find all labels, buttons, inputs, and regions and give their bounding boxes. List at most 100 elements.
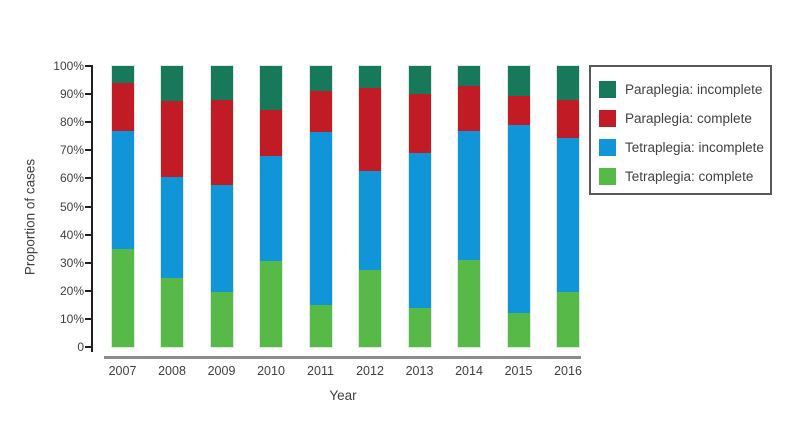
- bar-segment: [161, 278, 183, 347]
- bar-2010: [260, 66, 282, 347]
- bar-segment: [260, 155, 282, 262]
- bar-segment: [408, 66, 431, 95]
- y-tick-mark: [85, 93, 91, 96]
- bar-segment: [408, 307, 431, 347]
- y-tick-mark: [85, 205, 91, 208]
- bar-segment: [507, 66, 530, 96]
- y-axis-title: Proportion of cases: [22, 158, 38, 276]
- bar-segment: [210, 66, 233, 100]
- bar-segment: [309, 132, 332, 305]
- x-tick-label: 2013: [405, 364, 434, 378]
- x-axis-title: Year: [329, 388, 357, 403]
- bar-segment: [309, 304, 332, 347]
- bar-segment: [111, 248, 134, 347]
- bar-segment: [111, 82, 134, 131]
- legend-label: Paraplegia: incomplete: [625, 82, 763, 97]
- x-tick-label: 2007: [108, 364, 137, 378]
- bar-segment: [458, 259, 480, 347]
- legend-swatch: [599, 110, 616, 127]
- y-tick-label: 90%: [59, 87, 84, 102]
- y-tick-mark: [85, 121, 91, 124]
- bar-segment: [458, 130, 480, 260]
- y-tick-label: 10%: [59, 311, 84, 326]
- y-tick-mark: [85, 65, 91, 67]
- y-tick-mark: [85, 177, 91, 180]
- x-tick-label: 2012: [356, 364, 384, 378]
- x-tick-label: 2009: [207, 364, 236, 378]
- bar-segment: [260, 66, 282, 110]
- x-tick-label: 2014: [455, 364, 483, 378]
- bar-segment: [507, 95, 530, 125]
- bar-segment: [210, 292, 233, 347]
- bar-segment: [557, 66, 579, 100]
- bar-segment: [507, 313, 530, 347]
- bar-2015: [507, 66, 530, 347]
- legend-label: Tetraplegia: incomplete: [625, 140, 764, 155]
- y-tick-mark: [85, 346, 91, 348]
- y-tick-label: 60%: [59, 171, 84, 186]
- bar-segment: [557, 292, 579, 347]
- legend-item: Tetraplegia: complete: [599, 162, 770, 191]
- bar-segment: [359, 269, 381, 347]
- y-tick-label: 50%: [59, 199, 84, 214]
- bar-segment: [111, 66, 134, 83]
- y-tick-label: 100%: [53, 59, 84, 73]
- bar-2013: [408, 66, 431, 347]
- legend-swatch: [599, 168, 616, 185]
- bar-segment: [458, 85, 480, 131]
- bar-2011: [309, 66, 332, 347]
- bar-segment: [161, 66, 183, 102]
- bar-segment: [210, 185, 233, 293]
- bar-2016: [557, 66, 579, 347]
- bar-segment: [210, 99, 233, 186]
- y-tick-mark: [85, 149, 91, 152]
- bar-segment: [359, 171, 381, 270]
- bar-2008: [161, 66, 183, 347]
- y-tick-label: 20%: [59, 283, 84, 298]
- legend-swatch: [599, 81, 616, 98]
- bar-segment: [408, 153, 431, 308]
- y-tick-mark: [85, 317, 91, 320]
- bar-segment: [260, 261, 282, 347]
- y-tick-mark: [85, 233, 91, 236]
- bar-2012: [359, 66, 381, 347]
- bar-segment: [507, 125, 530, 314]
- x-tick-label: 2008: [158, 364, 186, 378]
- x-tick-label: 2010: [257, 364, 285, 378]
- bar-segment: [557, 137, 579, 293]
- bar-2014: [458, 66, 480, 347]
- legend-item: Tetraplegia: incomplete: [599, 133, 770, 162]
- legend: Paraplegia: incomplete Paraplegia: comple…: [589, 65, 772, 195]
- y-tick-label: 70%: [59, 143, 84, 158]
- bar-segment: [359, 66, 381, 89]
- bar-segment: [359, 88, 381, 172]
- bar-segment: [458, 66, 480, 86]
- y-tick-label: 80%: [59, 115, 84, 130]
- bar-segment: [111, 130, 134, 249]
- x-axis-line: [104, 356, 581, 359]
- x-tick-label: 2015: [504, 364, 533, 378]
- x-tick-label: 2011: [307, 364, 334, 378]
- bar-segment: [161, 176, 183, 279]
- legend-label: Tetraplegia: complete: [625, 169, 754, 184]
- bar-segment: [309, 66, 332, 92]
- y-tick-label: 30%: [59, 255, 84, 270]
- y-tick-mark: [85, 261, 91, 264]
- bar-segment: [260, 109, 282, 156]
- legend-item: Paraplegia: complete: [599, 104, 770, 133]
- bar-2009: [210, 66, 233, 347]
- x-tick-label: 2016: [554, 364, 582, 378]
- bar-segment: [557, 99, 579, 138]
- bar-2007: [111, 66, 134, 347]
- bar-segment: [408, 94, 431, 154]
- bar-segment: [309, 91, 332, 133]
- y-tick-mark: [85, 289, 91, 292]
- legend-swatch: [599, 139, 616, 156]
- legend-item: Paraplegia: incomplete: [599, 75, 770, 104]
- legend-label: Paraplegia: complete: [625, 111, 752, 126]
- y-tick-label: 0: [77, 340, 84, 354]
- y-tick-label: 40%: [59, 227, 84, 242]
- y-axis-line: [91, 65, 93, 352]
- bar-segment: [161, 101, 183, 177]
